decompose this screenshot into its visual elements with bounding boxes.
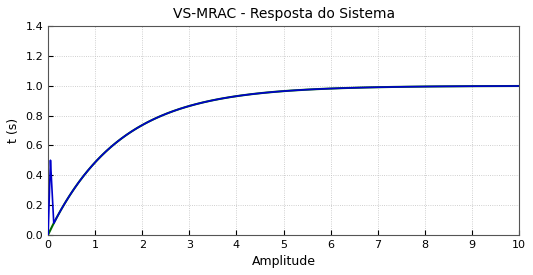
X-axis label: Amplitude: Amplitude xyxy=(252,255,316,268)
Y-axis label: t (s): t (s) xyxy=(7,118,20,143)
Title: VS-MRAC - Resposta do Sistema: VS-MRAC - Resposta do Sistema xyxy=(173,7,394,21)
